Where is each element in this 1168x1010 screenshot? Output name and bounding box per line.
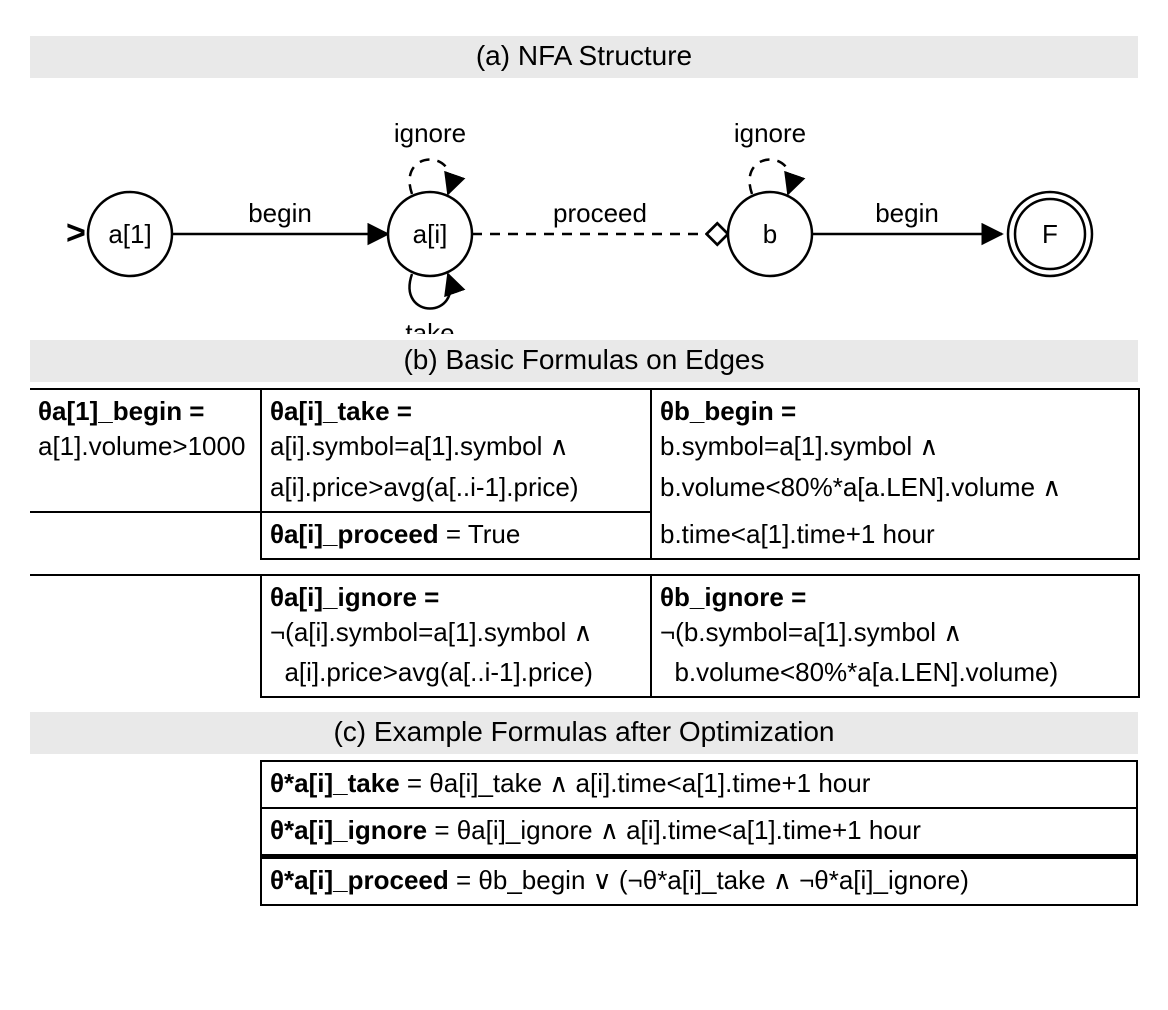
section-header-c: (c) Example Formulas after Optimization xyxy=(30,712,1138,754)
formula-title: θa[1]_begin = xyxy=(38,396,205,426)
formulas-c-table: θ*a[i]_take = θa[i]_take ∧ a[i].time<a[1… xyxy=(30,760,1138,906)
opt-formula-row: θ*a[i]_take = θa[i]_take ∧ a[i].time<a[1… xyxy=(260,760,1138,809)
formula-rest: = θb_begin ∨ (¬θ*a[i]_take ∧ ¬θ*a[i]_ign… xyxy=(449,865,969,895)
formula-title: θb_ignore = xyxy=(660,582,806,612)
empty-cell xyxy=(30,513,260,560)
opt-formula-row: θ*a[i]_proceed = θb_begin ∨ (¬θ*a[i]_tak… xyxy=(260,856,1138,906)
formula-body: a[1].volume>1000 xyxy=(38,431,245,461)
svg-text:take: take xyxy=(405,318,454,334)
cell-ai-proceed: θa[i]_proceed = True xyxy=(260,513,650,560)
formula-rest: = True xyxy=(439,519,521,549)
formula-line: a[i].symbol=a[1].symbol ∧ xyxy=(270,431,569,461)
formula-line: a[i].price>avg(a[..i-1].price) xyxy=(270,472,579,502)
cell-ai-take: θa[i]_take = a[i].symbol=a[1].symbol ∧ a… xyxy=(260,390,650,513)
formula-line: b.volume<80%*a[a.LEN].volume) xyxy=(660,657,1058,687)
svg-text:a[1]: a[1] xyxy=(108,219,151,249)
figure-root: (a) NFA Structure begin ignore take proceed… xyxy=(0,0,1168,1010)
formulas-b-table: θa[1]_begin = a[1].volume>1000 θa[i]_tak… xyxy=(30,388,1138,698)
formula-title: θa[i]_proceed xyxy=(270,519,439,549)
cell-b-ignore: θb_ignore = ¬(b.symbol=a[1].symbol ∧ b.v… xyxy=(650,576,1138,697)
formula-title: θa[i]_ignore = xyxy=(270,582,439,612)
section-header-b: (b) Basic Formulas on Edges xyxy=(30,340,1138,382)
empty-indent xyxy=(30,760,260,906)
formula-title: θa[i]_take = xyxy=(270,396,412,426)
svg-text:b: b xyxy=(763,219,777,249)
formula-title: θ*a[i]_proceed xyxy=(270,865,449,895)
opt-formula-row: θ*a[i]_ignore = θa[i]_ignore ∧ a[i].time… xyxy=(260,809,1138,856)
nfa-diagram: begin ignore take proceed ignore begin > a[1] a[… xyxy=(30,84,1138,334)
formula-line: b.volume<80%*a[a.LEN].volume ∧ xyxy=(660,472,1061,502)
svg-text:ignore: ignore xyxy=(734,118,806,148)
svg-text:F: F xyxy=(1042,219,1058,249)
svg-text:ignore: ignore xyxy=(394,118,466,148)
svg-text:>: > xyxy=(66,214,86,252)
svg-text:a[i]: a[i] xyxy=(413,219,448,249)
formula-rest: = θa[i]_ignore ∧ a[i].time<a[1].time+1 h… xyxy=(427,815,921,845)
cell-b-begin: θb_begin = b.symbol=a[1].symbol ∧ b.volu… xyxy=(650,390,1138,513)
svg-text:begin: begin xyxy=(248,198,312,228)
svg-text:proceed: proceed xyxy=(553,198,647,228)
formula-title: θ*a[i]_ignore xyxy=(270,815,427,845)
svg-text:begin: begin xyxy=(875,198,939,228)
cell-ai-ignore: θa[i]_ignore = ¬(a[i].symbol=a[1].symbol… xyxy=(260,576,650,697)
formula-line: a[i].price>avg(a[..i-1].price) xyxy=(270,657,593,687)
formula-title: θb_begin = xyxy=(660,396,796,426)
formula-title: θ*a[i]_take xyxy=(270,768,400,798)
formula-rest: = θa[i]_take ∧ a[i].time<a[1].time+1 hou… xyxy=(400,768,871,798)
empty-cell xyxy=(30,576,260,697)
cell-b-begin-cont: b.time<a[1].time+1 hour xyxy=(650,513,1138,560)
formula-line: b.time<a[1].time+1 hour xyxy=(660,519,935,549)
formula-line: ¬(a[i].symbol=a[1].symbol ∧ xyxy=(270,617,593,647)
cell-a1-begin: θa[1]_begin = a[1].volume>1000 xyxy=(30,390,260,513)
formula-line: ¬(b.symbol=a[1].symbol ∧ xyxy=(660,617,962,647)
section-header-a: (a) NFA Structure xyxy=(30,36,1138,78)
nfa-svg: begin ignore take proceed ignore begin > a[1] a[… xyxy=(30,84,1138,334)
formula-line: b.symbol=a[1].symbol ∧ xyxy=(660,431,938,461)
